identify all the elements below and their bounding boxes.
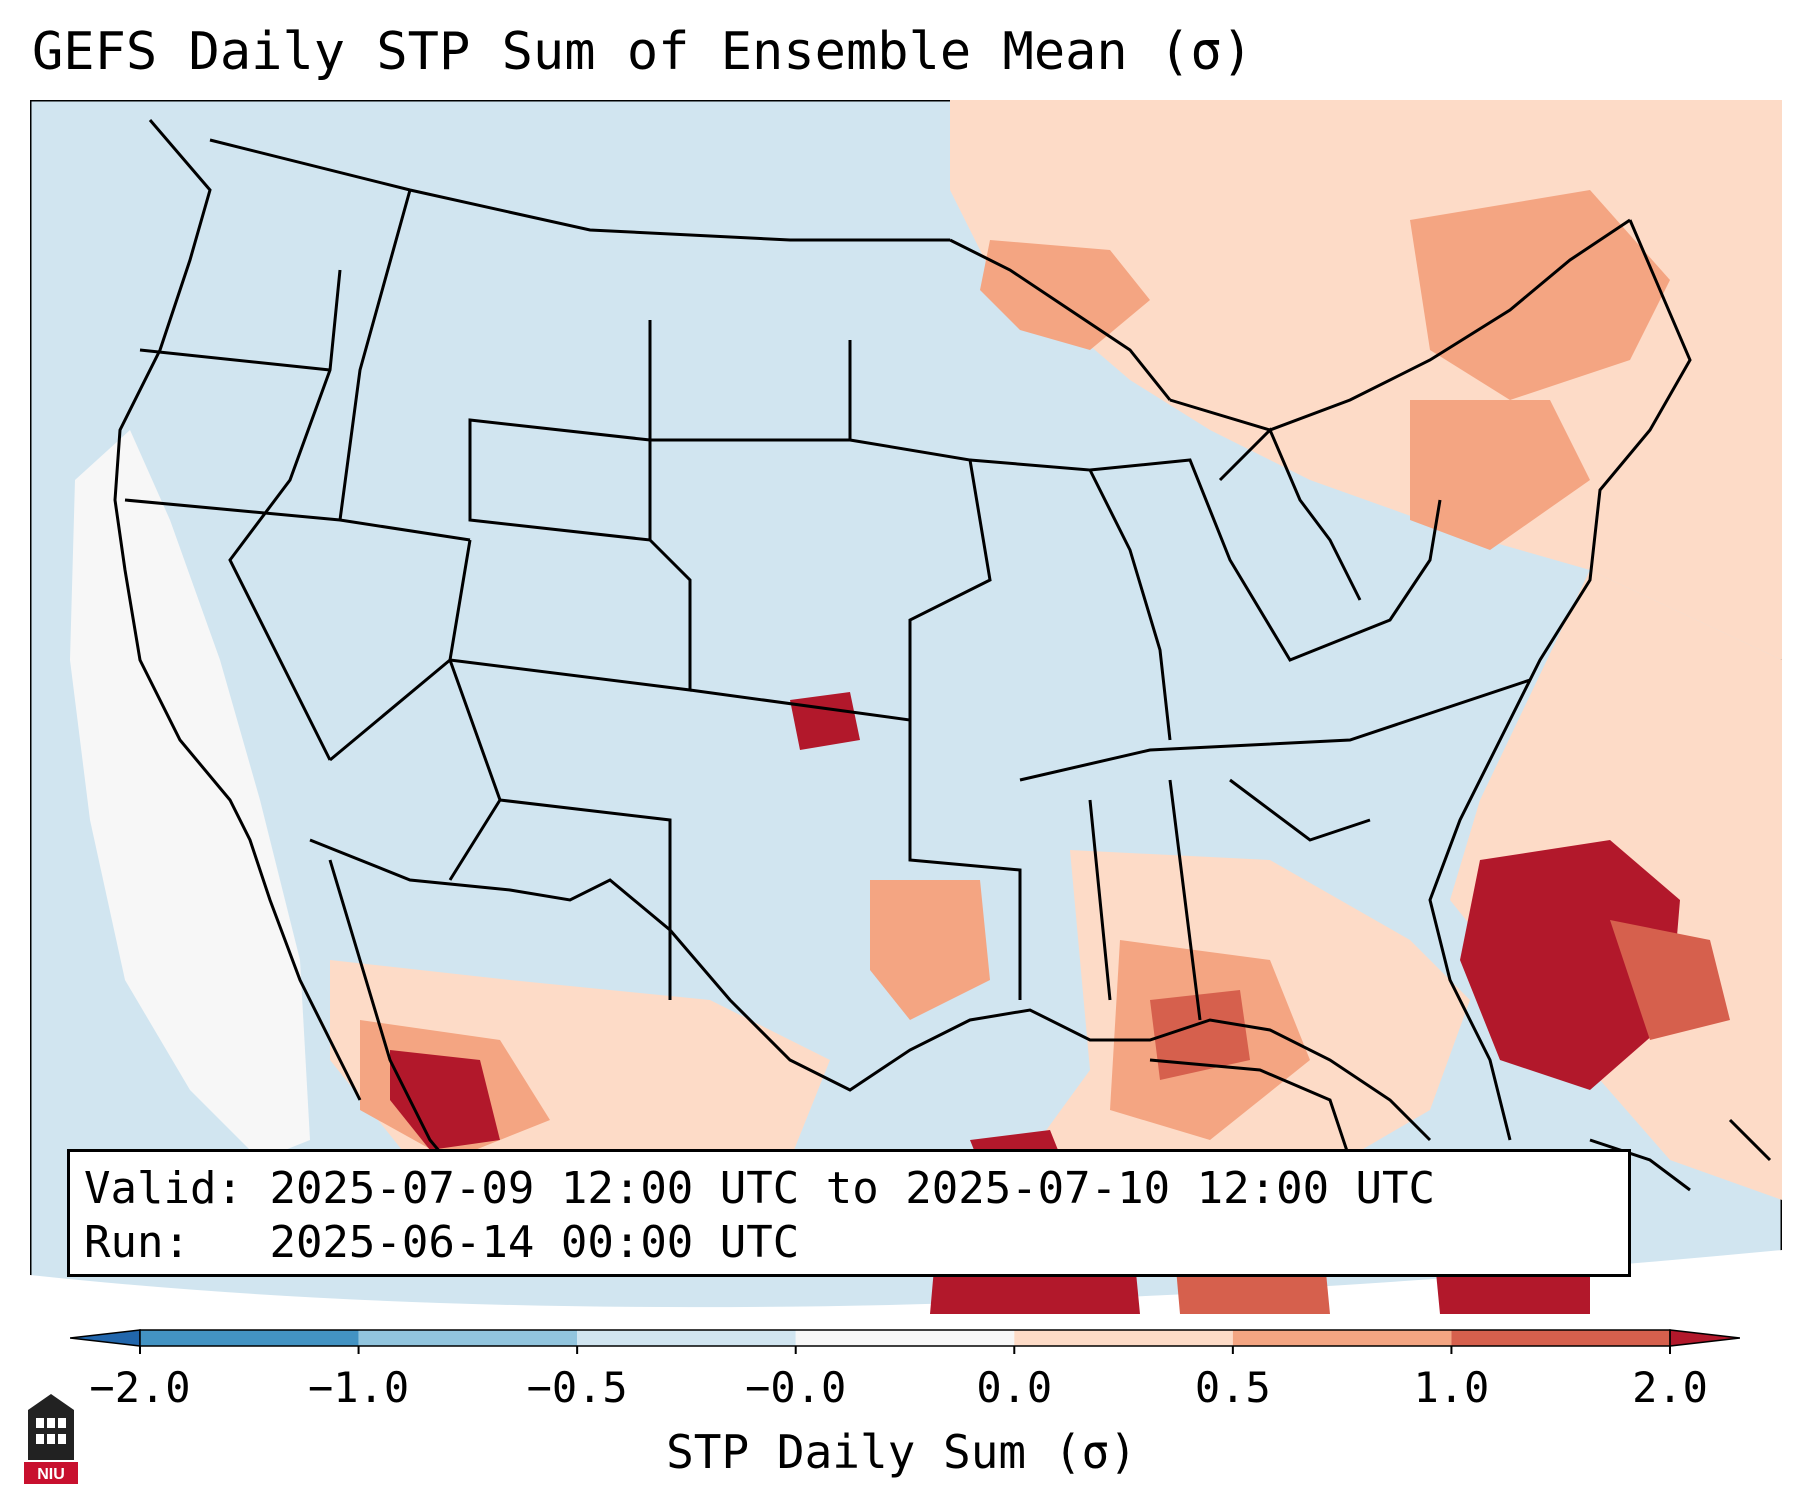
colorbar-tick-label: −0.0: [745, 1363, 846, 1412]
logo-window: [47, 1418, 55, 1428]
projection-edge: [30, 1250, 1782, 1314]
logo-banner: [24, 1462, 78, 1484]
map-title: GEFS Daily STP Sum of Ensemble Mean (σ): [32, 22, 1253, 82]
colorbar-bin: [1014, 1330, 1233, 1346]
logo-text: NIU: [37, 1466, 65, 1483]
colorbar-outline: [139, 1329, 1671, 1347]
colorbar-tick-label: 2.0: [1632, 1363, 1708, 1412]
caribbean-islands: [1589, 1118, 1772, 1192]
colorbar-bin: [577, 1330, 796, 1346]
logo-window: [47, 1434, 55, 1444]
run-row: Run: 2025-06-14 00:00 UTC: [84, 1216, 1614, 1270]
colorbar-bin: [1451, 1330, 1670, 1346]
valid-label: Valid:: [84, 1163, 243, 1214]
colorbar-bin: [1232, 1330, 1452, 1346]
logo-window: [36, 1418, 44, 1428]
map-canvas: [30, 100, 1782, 1314]
state-border-4: [338, 189, 412, 521]
moderate-region-great-lakes: [980, 240, 1150, 350]
colorbar-tick-label: −1.0: [308, 1363, 409, 1412]
high-region-sinaloa: [390, 1050, 500, 1150]
moderate-region-new-england: [1410, 400, 1590, 550]
colorbar-tick-label: 0.5: [1195, 1363, 1271, 1412]
state-border-southeast: [1088, 778, 1371, 1021]
anomaly-cells: [70, 100, 1782, 1314]
elevated-region-atlantic: [1610, 920, 1730, 1040]
high-region-oklahoma: [790, 692, 860, 750]
state-border-colorado: [448, 538, 692, 692]
state-border-3: [228, 269, 342, 761]
colorbar: −2.0 −1.0 −0.5 −0.0 0.0 0.5 1.0 2.0: [69, 1316, 1741, 1442]
logo-window: [58, 1418, 66, 1428]
great-lakes-outline: [1218, 427, 1362, 601]
run-value: 2025-06-14 00:00 UTC: [269, 1217, 800, 1268]
state-border-illinois: [969, 458, 1172, 741]
pacific-coastline: [113, 119, 362, 1101]
moderate-region-quebec: [1410, 190, 1670, 400]
state-border-ohio-valley: [1089, 458, 1442, 662]
state-border-1: [139, 348, 331, 372]
colorbar-bin: [358, 1330, 578, 1346]
canada-border-lakes: [949, 238, 1172, 401]
high-region-atlantic: [1460, 840, 1680, 1090]
colorbar-extend-high: [1669, 1329, 1741, 1347]
niu-logo-icon: NIU: [22, 1390, 80, 1486]
logo-window: [58, 1434, 66, 1444]
state-border-tennessee: [1019, 678, 1531, 782]
colorbar-tick-label: −2.0: [89, 1363, 190, 1412]
colorbar-label: STP Daily Sum (σ): [666, 1425, 1137, 1479]
moderate-region-texas: [870, 880, 990, 1020]
colorbar-tick-label: 0.0: [976, 1363, 1052, 1412]
state-border-southwest: [329, 657, 502, 881]
elevated-region-gulf-coast: [1150, 990, 1250, 1080]
colorbar-svg: −2.0 −1.0 −0.5 −0.0 0.0 0.5 1.0 2.0: [69, 1329, 1741, 1412]
valid-row: Valid: 2025-07-09 12:00 UTC to 2025-07-1…: [84, 1162, 1614, 1216]
atlantic-coastline: [1428, 219, 1692, 1141]
gulf-coastline: [309, 838, 1432, 1142]
state-border-iowa-missouri: [849, 438, 992, 720]
valid-value: 2025-07-09 12:00 UTC to 2025-07-10 12:00…: [269, 1163, 1436, 1214]
run-label: Run:: [84, 1217, 190, 1268]
map-panel[interactable]: [30, 100, 1782, 1314]
info-box: Valid: 2025-07-09 12:00 UTC to 2025-07-1…: [67, 1149, 1631, 1277]
canada-border-west: [209, 138, 950, 242]
logo-window: [36, 1434, 44, 1444]
niu-logo-svg: NIU: [24, 1394, 78, 1484]
state-border-south-central: [689, 688, 1022, 1000]
colorbar-tick-label: −0.5: [527, 1363, 628, 1412]
colorbar-tick-label: 1.0: [1413, 1363, 1489, 1412]
colorbar-bin: [140, 1330, 359, 1346]
colorbar-extend-low: [69, 1329, 141, 1347]
colorbar-bin: [795, 1330, 1015, 1346]
neutral-region-pacific: [70, 430, 310, 1160]
boundaries: [113, 119, 1772, 1201]
state-border-new-mexico: [499, 798, 672, 1000]
